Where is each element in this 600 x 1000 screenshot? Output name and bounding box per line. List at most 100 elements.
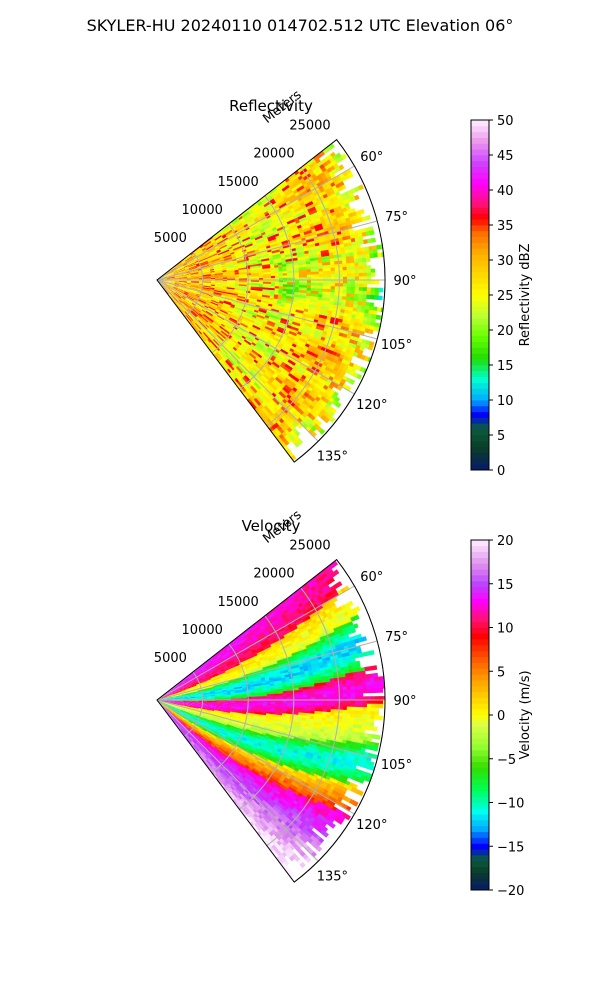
colorbar-segment — [471, 195, 489, 203]
colorbar-segment — [471, 726, 489, 733]
colorbar-segment — [471, 709, 489, 716]
colorbar-segment — [471, 236, 489, 243]
colorbar-tick-label: 20 — [497, 534, 514, 549]
colorbar-segment — [471, 872, 489, 879]
colorbar-segment — [471, 633, 489, 640]
azimuth-tick-label: 135° — [317, 869, 348, 884]
reflectivity-title: Reflectivity — [229, 97, 313, 115]
reflectivity-colorbar: 0 5 10 15 20 25 30 35 40 45 50 Reflectivity dBZ — [470, 114, 533, 479]
colorbar-segment — [471, 440, 489, 448]
colorbar-segment — [471, 796, 489, 803]
colorbar-segment — [471, 225, 489, 232]
reflectivity-field — [158, 143, 386, 462]
colorbar-segment — [471, 143, 489, 150]
azimuth-tick-label: 105° — [381, 758, 412, 773]
azimuth-tick-label: 60° — [360, 150, 383, 165]
colorbar-segment — [471, 866, 489, 873]
colorbar-segment — [471, 802, 489, 809]
colorbar-tick-label: 40 — [497, 184, 514, 199]
velocity-colorbar: −20 −15 −10 −5 0 5 10 15 20 Velocity (m/s) — [470, 534, 533, 899]
colorbar-segment — [471, 761, 489, 768]
range-tick-label: 5000 — [154, 231, 187, 246]
colorbar-segment — [471, 155, 489, 162]
colorbar-segment — [471, 790, 489, 798]
colorbar-segment — [471, 551, 489, 558]
colorbar-tick-label: −10 — [497, 797, 524, 812]
colorbar-segment — [471, 213, 489, 220]
colorbar-segment — [471, 814, 489, 821]
range-ring — [211, 223, 249, 354]
colorbar-segment — [471, 464, 489, 471]
colorbar-tick-label: 15 — [497, 578, 514, 593]
colorbar-tick-label: 20 — [497, 324, 514, 339]
colorbar-segment — [471, 703, 489, 710]
colorbar-segment — [471, 598, 489, 605]
colorbar-segment — [471, 318, 489, 325]
velocity-frame — [156, 558, 386, 883]
colorbar-segment — [471, 720, 489, 728]
colorbar-segment — [471, 260, 489, 267]
colorbar-segment — [471, 230, 489, 238]
colorbar-segment — [471, 341, 489, 348]
azimuth-tick-label: 75° — [385, 210, 408, 225]
colorbar-segment — [471, 855, 489, 862]
range-tick-label: 5000 — [154, 651, 187, 666]
colorbar-segment — [471, 242, 489, 249]
colorbar-segment — [471, 825, 489, 833]
colorbar-segment — [471, 540, 489, 547]
colorbar-segment — [471, 604, 489, 611]
colorbar-segment — [471, 563, 489, 570]
colorbar-segment — [471, 843, 489, 850]
azimuth-gridline — [156, 585, 355, 701]
colorbar-segment — [471, 312, 489, 319]
colorbar-segment — [471, 166, 489, 173]
reflectivity-frame — [156, 138, 386, 463]
colorbar-segment — [471, 405, 489, 413]
colorbar-segment — [471, 685, 489, 693]
colorbar-segment — [471, 732, 489, 739]
colorbar-segment — [471, 219, 489, 226]
colorbar-segment — [471, 458, 489, 465]
colorbar-segment — [471, 627, 489, 634]
colorbar-tick-label: −15 — [497, 840, 524, 855]
colorbar-segment — [471, 691, 489, 698]
colorbar-segment — [471, 265, 489, 273]
azimuth-tick-label: 90° — [393, 274, 416, 289]
colorbar-segment — [471, 359, 489, 366]
velocity-field — [158, 560, 386, 878]
colorbar-segment — [471, 569, 489, 576]
colorbar-segment — [471, 137, 489, 144]
colorbar-segment — [471, 674, 489, 681]
azimuth-gridline — [156, 279, 319, 442]
azimuth-gridline — [156, 640, 378, 701]
colorbar-segment — [471, 656, 489, 663]
velocity-panel: 500010000150002000025000Meters60°75°90°1… — [154, 507, 417, 884]
range-tick-label: 10000 — [182, 203, 223, 218]
range-ring — [266, 587, 340, 847]
colorbar-segment — [471, 662, 489, 669]
colorbar-segment — [471, 382, 489, 389]
colorbar-segment — [471, 254, 489, 261]
colorbar-segment — [471, 184, 489, 191]
colorbar-segment — [471, 580, 489, 588]
colorbar-tick-label: 25 — [497, 289, 514, 304]
colorbar-segment — [471, 680, 489, 687]
colorbar-segment — [471, 615, 489, 623]
range-tick-label: 20000 — [253, 567, 294, 582]
colorbar-tick-label: −5 — [497, 753, 516, 768]
colorbar-segment — [471, 860, 489, 868]
range-tick-label: 20000 — [253, 147, 294, 162]
colorbar-tick-label: 0 — [497, 709, 505, 724]
colorbar-segment — [471, 324, 489, 331]
colorbar-segment — [471, 575, 489, 582]
range-ring — [239, 615, 295, 810]
colorbar-segment — [471, 610, 489, 617]
colorbar-segment — [471, 621, 489, 628]
figure-title: SKYLER-HU 20240110 014702.512 UTC Elevat… — [86, 16, 514, 35]
colorbar-segment — [471, 178, 489, 185]
velocity-title: Velocity — [241, 517, 301, 535]
azimuth-gridline — [156, 279, 355, 395]
colorbar-segment — [471, 423, 489, 430]
colorbar-tick-label: 35 — [497, 219, 514, 234]
colorbar-segment — [471, 645, 489, 652]
